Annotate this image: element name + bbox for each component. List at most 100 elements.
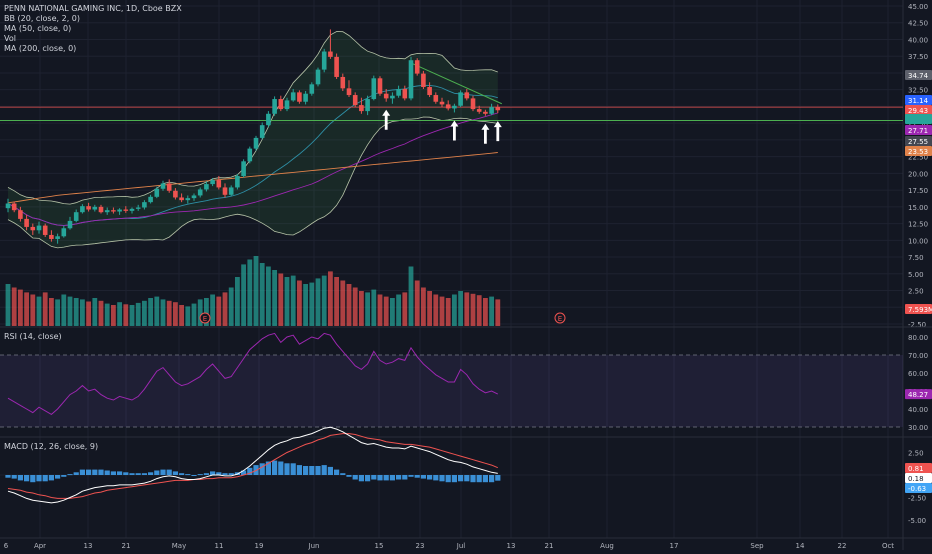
price-badge-label: 34.74 [908,72,929,80]
volume-bar [321,275,327,326]
trend-line [410,62,503,105]
candle-body [334,56,339,77]
volume-bar [135,302,141,326]
macd-histogram-bar [296,465,302,475]
macd-histogram-bar [377,475,383,481]
volume-bar [408,266,414,326]
macd-histogram-bar [495,475,501,481]
candle-body [104,210,110,213]
macd-histogram-bar [241,470,247,475]
legend-ma200: MA (200, close, 0) [4,44,77,53]
macd-histogram-bar [352,475,358,480]
macd-histogram-bar [340,473,346,475]
x-tick-label: 13 [84,542,93,550]
candle-body [148,196,153,203]
macd-histogram-bar [458,475,464,482]
macd-histogram-bar [154,470,160,475]
macd-histogram-bar [135,473,141,475]
macd-histogram-bar [191,475,197,476]
macd-histogram-bar [86,469,92,475]
up-arrow-icon [450,120,459,141]
price-tick-label: 7.50 [908,254,924,262]
candle-body [266,113,271,126]
candle-body [377,78,383,94]
price-tick-label: 17.50 [908,187,928,195]
macd-histogram-bar [365,475,371,482]
volume-bar [98,300,104,326]
volume-bar [495,299,501,326]
candle-body [315,69,321,85]
macd-histogram-bar [11,475,17,479]
candle-body [452,105,457,109]
price-tick-label: 2.50 [908,288,924,296]
candle-body [210,180,215,185]
macd-histogram-bar [278,461,284,475]
macd-histogram-bar [247,467,253,475]
up-arrow-icon [382,109,391,130]
candle-body [42,225,48,235]
volume-bar [117,302,122,326]
main-legend: PENN NATIONAL GAMING INC, 1D, Cboe BZX B… [4,4,182,54]
price-badge [905,105,932,115]
macd-histogram-bar [396,475,402,480]
volume-bar [204,298,209,326]
candle-body [247,148,253,162]
volume-bar [235,277,240,326]
volume-bar [42,292,48,326]
volume-bar [111,305,116,326]
candle-body [309,84,315,94]
macd-histogram-bar [166,469,172,475]
candle-body [49,234,54,239]
volume-bar [278,273,284,326]
price-badge-label: 7.593M [908,306,932,314]
candle-body [464,92,470,99]
volume-bar [191,303,197,326]
earnings-label: E [558,315,562,323]
price-tick-label: 10.00 [908,237,928,245]
volume-bar [290,275,296,326]
volume-bar [383,296,389,326]
x-tick-label: Sep [750,542,764,550]
volume-bar [414,280,420,326]
macd-histogram-bar [303,466,309,475]
candle-body [216,180,222,188]
macd-histogram-bar [334,469,340,475]
volume-bar [259,263,265,326]
macd-label: MACD (12, 26, close, 9) [4,442,99,451]
macd-histogram-bar [141,473,147,475]
candle-body [117,209,122,212]
macd-histogram-bar [389,475,395,481]
macd-tick-label: -2.50 [908,495,926,503]
price-tick-label: 5.00 [908,271,924,279]
price-badge [905,95,932,105]
price-badge [905,114,932,124]
price-tick-label: 32.50 [908,87,928,95]
macd-histogram-bar [117,471,123,475]
candle-body [30,226,36,231]
x-tick-label: Oct [882,542,894,550]
bb-lower-line [7,116,498,249]
volume-bar [402,292,408,326]
x-tick-label: Apr [34,542,46,550]
volume-bar [55,299,60,326]
volume-bar [173,302,178,326]
x-tick-label: 21 [122,542,131,550]
volume-bar [61,294,67,326]
price-tick-label: 12.50 [908,221,928,229]
rsi-tick-label: 80.00 [908,334,928,342]
x-tick-label: 17 [670,542,679,550]
rsi-band [0,355,903,427]
macd-histogram-bar [222,473,228,475]
rsi-tick-label: 70.00 [908,352,928,360]
volume-bar [36,296,42,326]
candle-body [111,210,116,212]
macd-histogram-bar [48,475,54,481]
macd-histogram-bar [228,473,234,475]
volume-bar [92,298,98,326]
candle-body [123,209,129,211]
macd-line [7,426,498,504]
volume-bar [284,277,290,326]
macd-histogram-bar [470,475,476,483]
